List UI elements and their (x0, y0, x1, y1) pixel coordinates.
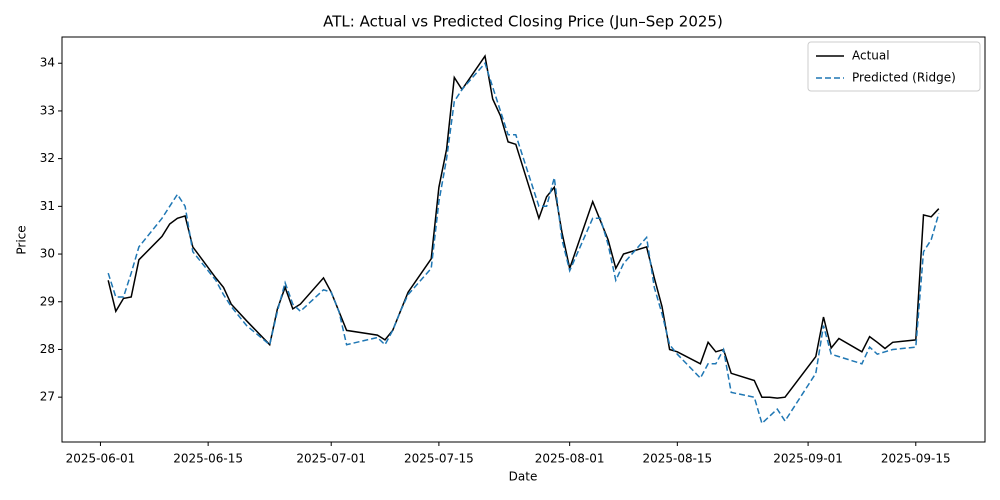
y-tick-label: 29 (40, 294, 55, 308)
chart-title: ATL: Actual vs Predicted Closing Price (… (323, 13, 723, 31)
x-axis-label: Date (509, 470, 538, 484)
y-tick-label: 30 (40, 247, 55, 261)
x-tick-label: 2025-07-15 (404, 452, 474, 466)
x-tick-label: 2025-07-01 (296, 452, 366, 466)
plot-frame (61, 36, 986, 443)
x-tick-label: 2025-09-01 (773, 452, 843, 466)
y-axis-label: Price (15, 225, 29, 254)
x-tick-label: 2025-06-15 (173, 452, 243, 466)
x-tick-label: 2025-09-15 (881, 452, 951, 466)
legend-label: Predicted (Ridge) (852, 71, 956, 85)
y-tick-label: 31 (40, 199, 55, 213)
y-tick-label: 34 (40, 56, 55, 70)
legend-box (807, 41, 981, 92)
y-tick-label: 27 (40, 390, 55, 404)
y-tick-label: 32 (40, 151, 55, 165)
x-tick-label: 2025-06-01 (66, 452, 136, 466)
y-tick-label: 33 (40, 103, 55, 117)
x-tick-label: 2025-08-01 (535, 452, 605, 466)
y-tick-label: 28 (40, 342, 55, 356)
x-tick-label: 2025-08-15 (642, 452, 712, 466)
series-line (107, 61, 940, 425)
legend-label: Actual (852, 49, 890, 63)
series-line (107, 54, 940, 399)
